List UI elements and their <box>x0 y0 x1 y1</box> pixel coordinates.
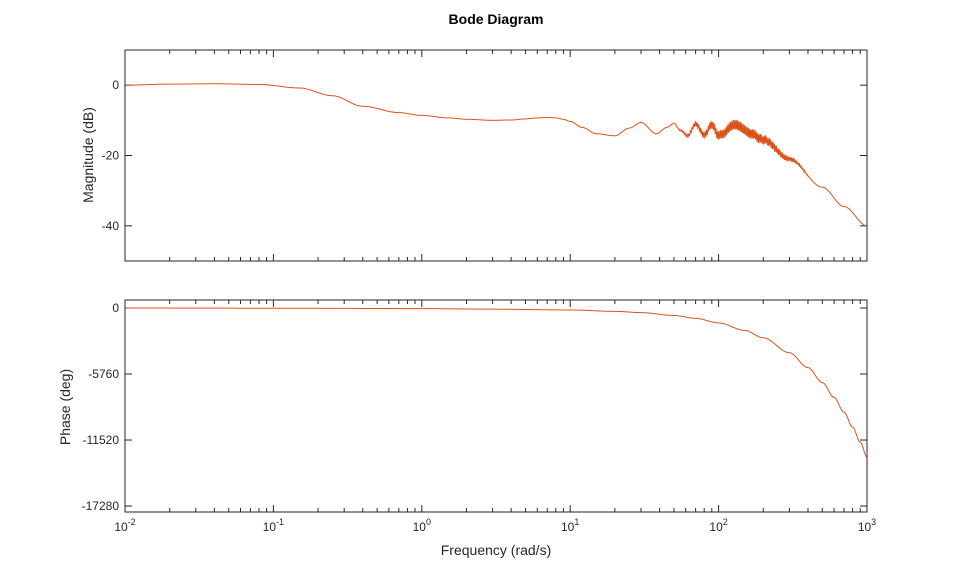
x-tick-label: 100 <box>413 517 431 534</box>
phase-axes-box <box>124 299 868 513</box>
magnitude-y-label: Magnitude (dB) <box>80 107 96 203</box>
x-tick-label: 103 <box>858 517 876 534</box>
phase-curve <box>125 307 868 458</box>
phase-axes: 0 -5760 -11520 -17280 Phase (deg) <box>57 299 868 513</box>
magnitude-y-tick-label: -20 <box>102 149 120 163</box>
phase-y-tick-labels: 0 -5760 -11520 -17280 <box>82 301 120 513</box>
x-tick-labels: 10-2 10-1 100 101 102 103 <box>114 517 876 534</box>
magnitude-y-tick-label: -40 <box>102 219 120 233</box>
phase-ticks <box>124 300 867 512</box>
magnitude-curve <box>125 83 868 227</box>
magnitude-y-tick-labels: 0 -20 -40 <box>102 78 120 233</box>
chart-title: Bode Diagram <box>449 11 544 27</box>
phase-y-tick-label: 0 <box>112 301 119 315</box>
phase-y-tick-label: -11520 <box>83 433 120 447</box>
phase-y-tick-label: -17280 <box>82 499 120 513</box>
phase-y-tick-label: -5760 <box>88 367 119 381</box>
magnitude-axes-box <box>124 49 868 262</box>
x-axis-label: Frequency (rad/s) <box>441 542 551 558</box>
x-tick-label: 10-1 <box>263 517 284 534</box>
x-tick-label: 10-2 <box>114 517 135 534</box>
x-tick-label: 101 <box>561 517 579 534</box>
phase-y-label: Phase (deg) <box>57 369 73 445</box>
x-tick-label: 102 <box>709 517 727 534</box>
magnitude-y-tick-label: 0 <box>112 78 119 92</box>
magnitude-ticks <box>124 50 867 261</box>
magnitude-axes: 0 -20 -40 Magnitude (dB) <box>80 49 868 262</box>
